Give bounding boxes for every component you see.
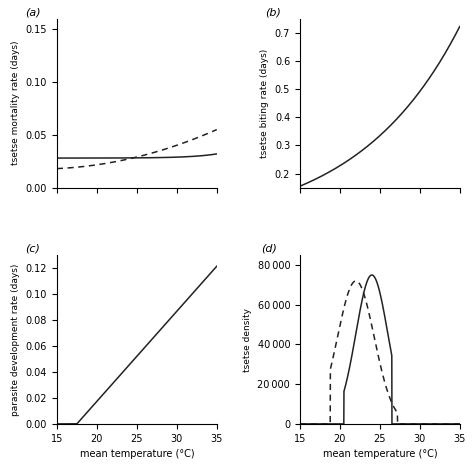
- Text: (a): (a): [25, 8, 41, 17]
- X-axis label: mean temperature (°C): mean temperature (°C): [80, 449, 194, 459]
- Y-axis label: tsetse biting rate (days): tsetse biting rate (days): [260, 49, 269, 158]
- Y-axis label: parasite development rate (days): parasite development rate (days): [11, 263, 20, 416]
- Text: (d): (d): [262, 244, 277, 254]
- Text: (c): (c): [25, 244, 40, 254]
- Y-axis label: tsetse mortality rate (days): tsetse mortality rate (days): [11, 41, 20, 165]
- Y-axis label: tsetse density: tsetse density: [243, 308, 252, 372]
- X-axis label: mean temperature (°C): mean temperature (°C): [322, 449, 437, 459]
- Text: (b): (b): [264, 8, 281, 17]
